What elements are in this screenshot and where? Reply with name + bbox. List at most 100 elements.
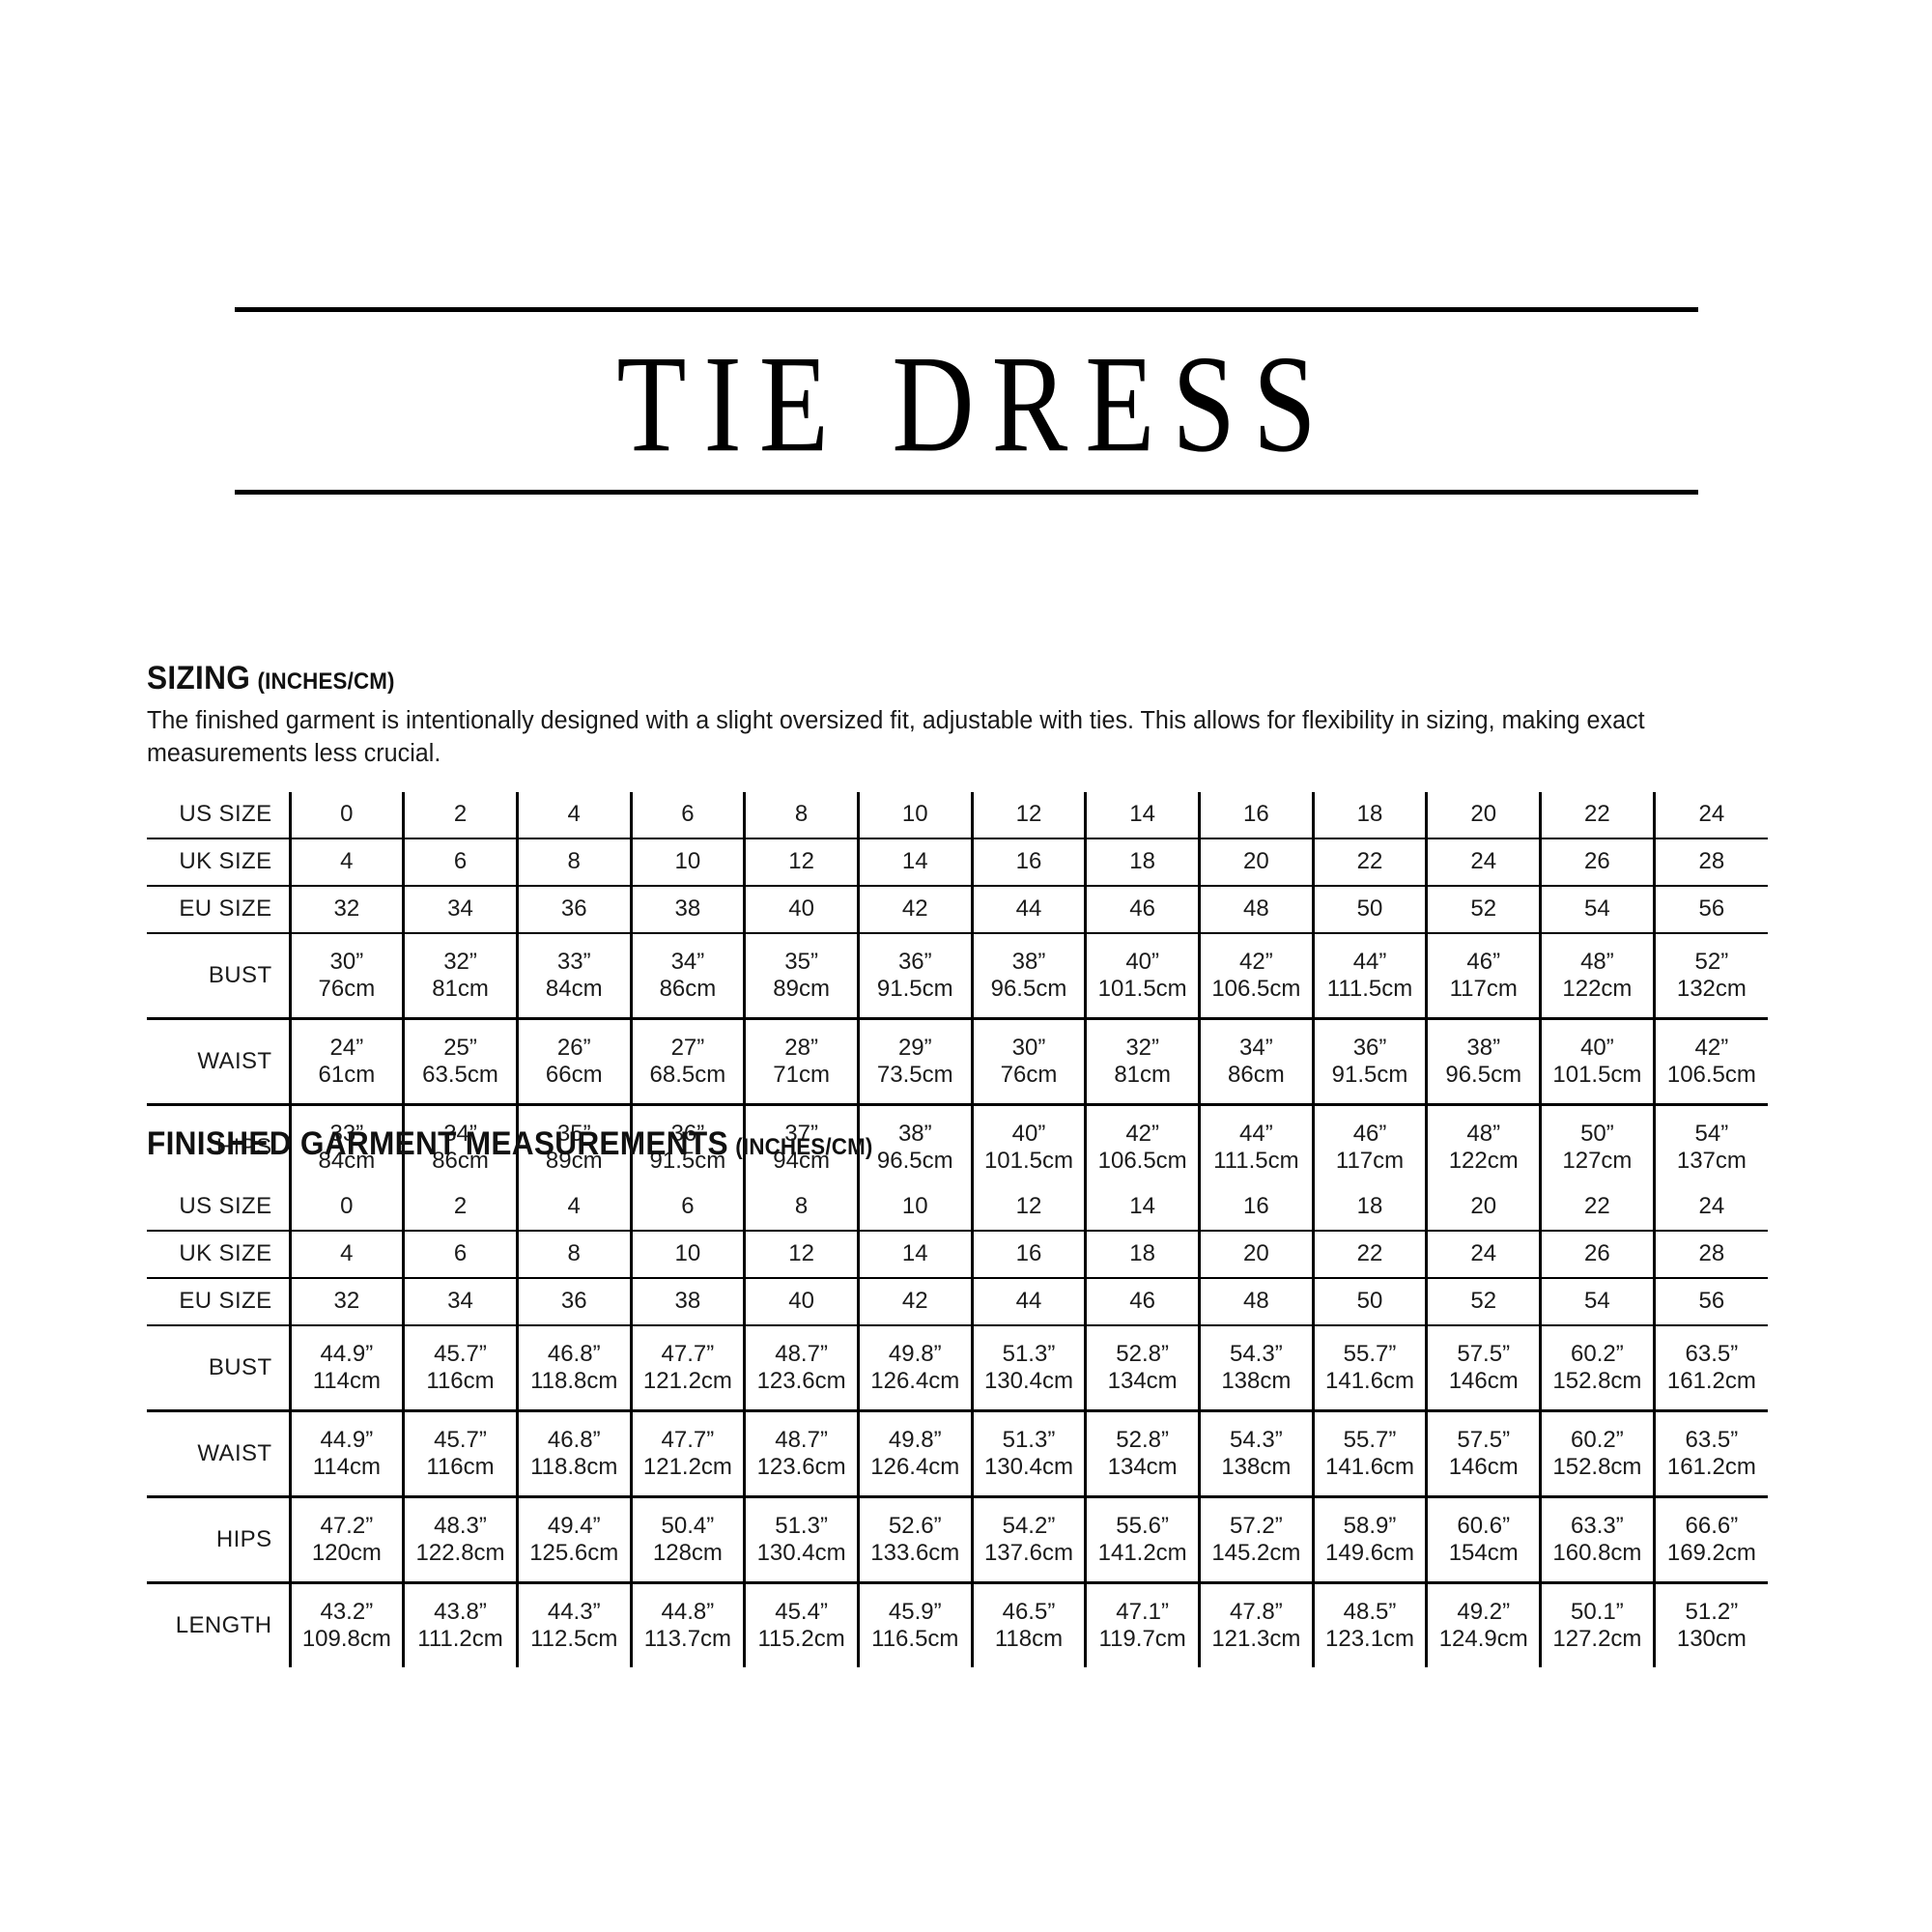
cell-waist: 44.9” 114cm [288,1410,404,1498]
cell-waist: 57.5” 146cm [1425,1410,1541,1498]
cell-cm: 61cm [318,1061,376,1088]
cell-us: 14 [1084,1184,1200,1232]
cell-cm: 121.2cm [642,1368,732,1394]
cell-bust: 42” 106.5cm [1198,932,1314,1020]
cell-waist: 36” 91.5cm [1311,1018,1427,1106]
cell-cm: 91.5cm [1331,1061,1408,1088]
cell-inches: 42” [1125,1120,1159,1147]
cell-cm: 117cm [1449,975,1518,1002]
cell-hips: 34” 86cm [402,1104,518,1189]
cell-inches: 51.2” [1685,1598,1739,1625]
cell-cm: 138cm [1221,1368,1292,1394]
cell-cm: 154cm [1448,1540,1519,1566]
cell-bust: 54.3” 138cm [1198,1325,1314,1412]
cell-inches: 60.2” [1571,1340,1624,1367]
cell-bust: 47.7” 121.2cm [629,1325,745,1412]
cell-inches: 30” [329,948,364,975]
cell-length: 50.1” 127.2cm [1539,1582,1655,1667]
cell-us: 0 [288,791,404,839]
cell-waist: 29” 73.5cm [856,1018,973,1106]
cell-cm: 111.5cm [1213,1147,1299,1174]
cell-cm: 149.6cm [1325,1540,1415,1566]
cell-cm: 125.6cm [529,1540,619,1566]
cell-inches: 24” [329,1034,364,1061]
cell-bust: 40” 101.5cm [1084,932,1200,1020]
table-row: LENGTH 43.2” 109.8cm 43.8” 111.2cm 44.3” 112.5… [147,1582,1768,1667]
cell-us: 16 [1198,791,1314,839]
cell-inches: 57.2” [1229,1512,1283,1539]
cell-hips: 55.6” 141.2cm [1084,1496,1200,1584]
cell-uk: 14 [856,838,973,887]
cell-waist: 51.3” 130.4cm [970,1410,1086,1498]
cell-inches: 45.4” [775,1598,828,1625]
cell-cm: 169.2cm [1666,1540,1756,1566]
cell-inches: 33” [329,1120,364,1147]
cell-bust: 52” 132cm [1652,932,1768,1020]
cell-length: 44.3” 112.5cm [515,1582,632,1667]
title-rule-top [235,307,1698,312]
table-row: WAIST 44.9” 114cm 45.7” 116cm 46.8” 118.8cm 47.… [147,1410,1768,1498]
cell-inches: 25” [443,1034,477,1061]
table-row: BUST 44.9” 114cm 45.7” 116cm 46.8” 118.8cm 47.7… [147,1325,1768,1412]
cell-uk: 28 [1652,1231,1768,1279]
table-row: UK SIZE 4 6 8 10 12 14 16 18 20 22 24 26 28 [147,1231,1768,1279]
cell-inches: 37” [784,1120,818,1147]
cell-inches: 40” [1011,1120,1046,1147]
cell-hips: 47.2” 120cm [288,1496,404,1584]
cell-cm: 84cm [318,1147,376,1174]
cell-eu: 42 [856,885,973,934]
cell-cm: 96.5cm [990,975,1067,1002]
cell-cm: 141.6cm [1325,1368,1415,1394]
cell-inches: 36” [670,1120,705,1147]
cell-waist: 28” 71cm [743,1018,859,1106]
cell-inches: 27” [670,1034,705,1061]
cell-length: 46.5” 118cm [970,1582,1086,1667]
cell-cm: 123.6cm [756,1368,846,1394]
cell-cm: 76cm [1000,1061,1058,1088]
cell-cm: 86cm [659,975,717,1002]
cell-us: 4 [515,791,632,839]
cell-inches: 66.6” [1685,1512,1739,1539]
cell-inches: 54.2” [1002,1512,1056,1539]
cell-length: 51.2” 130cm [1652,1582,1768,1667]
cell-cm: 146cm [1448,1368,1519,1394]
cell-eu: 34 [402,885,518,934]
cell-cm: 94cm [773,1147,830,1174]
cell-bust: 32” 81cm [402,932,518,1020]
cell-waist: 45.7” 116cm [402,1410,518,1498]
cell-inches: 48” [1580,948,1614,975]
cell-uk: 24 [1425,1231,1541,1279]
row-label-hips: HIPS [147,1496,290,1584]
finished-garment-heading-units: (INCHES/CM) [735,1134,873,1160]
table-row: HIPS 33” 84cm 34” 86cm 35” 89cm 36” 91.5cm 37” 94c… [147,1104,1768,1189]
cell-bust: 46.8” 118.8cm [515,1325,632,1412]
cell-cm: 89cm [773,975,830,1002]
table-row: BUST 30” 76cm 32” 81cm 33” 84cm 34” 86cm 35” 89cm 3… [147,932,1768,1020]
cell-bust: 30” 76cm [288,932,404,1020]
cell-inches: 42” [1239,948,1273,975]
cell-cm: 134cm [1107,1368,1178,1394]
cell-cm: 130.4cm [756,1540,846,1566]
cell-eu: 36 [515,1278,632,1326]
table-row: WAIST 24” 61cm 25” 63.5cm 26” 66cm 27” 68.5cm 28”… [147,1018,1768,1106]
cell-uk: 28 [1652,838,1768,887]
row-label-length: LENGTH [175,1611,272,1638]
cell-uk: 16 [970,1231,1086,1279]
cell-hips: 54.2” 137.6cm [970,1496,1086,1584]
cell-eu: 56 [1652,1278,1768,1326]
cell-us: 2 [402,1184,518,1232]
cell-uk: 22 [1311,838,1427,887]
cell-cm: 101.5cm [1552,1061,1642,1088]
cell-length: 47.8” 121.3cm [1198,1582,1314,1667]
cell-inches: 38” [1011,948,1046,975]
cell-hips: 40” 101.5cm [970,1104,1086,1189]
cell-inches: 51.3” [775,1512,828,1539]
cell-hips: 66.6” 169.2cm [1652,1496,1768,1584]
cell-cm: 134cm [1107,1454,1178,1480]
cell-us: 20 [1425,791,1541,839]
cell-hips: 33” 84cm [288,1104,404,1189]
cell-inches: 44.9” [320,1340,374,1367]
cell-cm: 127cm [1562,1147,1633,1174]
cell-cm: 122cm [1448,1147,1519,1174]
